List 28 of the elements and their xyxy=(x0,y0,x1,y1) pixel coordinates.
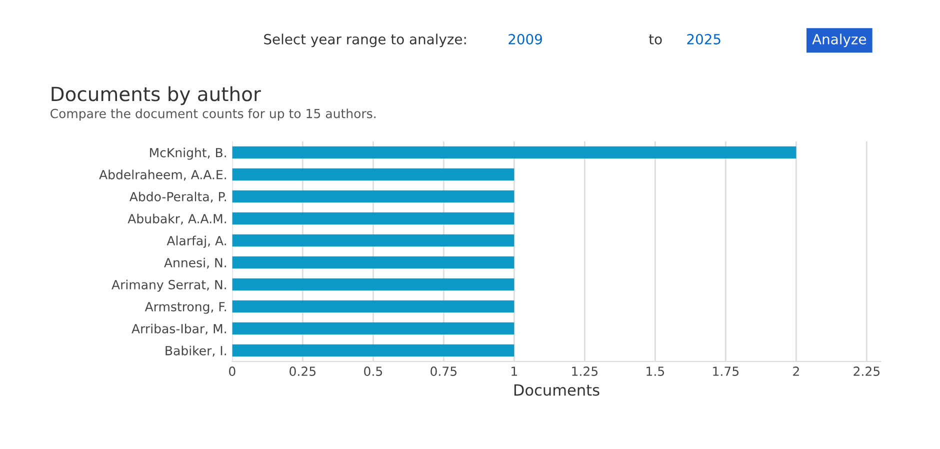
y-tick-label: Armstrong, F. xyxy=(144,302,226,314)
x-tick-label: 1.5 xyxy=(646,366,664,376)
x-tick-label: 0 xyxy=(229,366,236,376)
text: 2025 xyxy=(687,34,720,44)
x-tick-label: 0.75 xyxy=(430,366,457,376)
text: 2009 xyxy=(508,34,542,44)
y-tick-label: Alarfaj, A. xyxy=(166,236,226,248)
x-tick-label: 0.25 xyxy=(290,366,316,376)
text: Analyze xyxy=(812,34,866,48)
y-tick-label: Babiker, I. xyxy=(166,346,226,357)
x-tick-label: 2.25 xyxy=(854,366,880,376)
y-tick-label: Abdo-Peralta, P. xyxy=(129,192,226,203)
y-tick-label: Arimany Serrat, N. xyxy=(112,280,226,292)
y-tick-label: Abubakr, A.A.M. xyxy=(128,214,226,225)
chart-subtitle: Compare the document counts for up to 15 authors. xyxy=(50,108,376,121)
y-tick-label: Arribas-Ibar, M. xyxy=(132,324,226,335)
x-tick-label: 1.75 xyxy=(713,366,739,376)
x-tick-label: 2 xyxy=(793,366,799,376)
text: Select year range to analyze: xyxy=(264,34,466,48)
y-tick-label: McKnight, B. xyxy=(150,148,226,160)
x-axis-title: Documents xyxy=(514,384,600,396)
y-tick-label: Abdelraheem, A.A.E. xyxy=(99,170,226,181)
x-tick-label: 1 xyxy=(512,366,517,376)
x-tick-label: 0.5 xyxy=(364,366,382,376)
chart-title: Documents by author xyxy=(52,86,261,106)
y-tick-label: Annesi, N. xyxy=(164,258,226,269)
x-tick-label: 1.25 xyxy=(572,366,598,376)
text: to xyxy=(648,34,662,44)
